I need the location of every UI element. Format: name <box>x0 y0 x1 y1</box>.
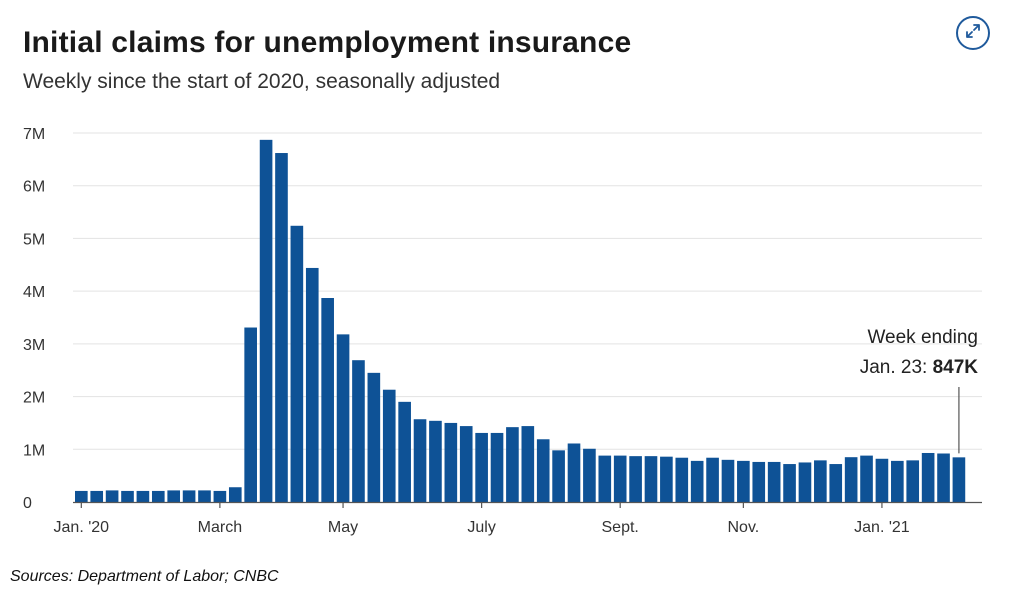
bar <box>536 439 550 502</box>
bar <box>105 490 119 502</box>
bar <box>521 426 535 502</box>
y-tick-label: 0 <box>23 495 32 512</box>
expand-arrows-icon <box>964 22 982 45</box>
bar <box>490 432 504 502</box>
bar <box>228 487 242 502</box>
bar <box>398 401 411 502</box>
source-note: Sources: Department of Labor; CNBC <box>10 568 279 585</box>
bar <box>352 360 365 502</box>
bar <box>952 457 966 502</box>
bar <box>906 460 920 502</box>
bar <box>305 267 319 502</box>
bar <box>783 464 796 502</box>
bar <box>721 459 735 502</box>
bar <box>937 453 950 502</box>
bar <box>413 419 427 502</box>
bar <box>275 153 288 502</box>
bar <box>767 461 781 502</box>
bar <box>752 461 766 502</box>
bar <box>814 460 827 502</box>
bar <box>244 327 257 502</box>
bar <box>90 490 104 502</box>
bar <box>121 490 134 502</box>
bar <box>367 372 381 502</box>
bar <box>675 457 689 502</box>
y-tick-label: 4M <box>23 284 45 301</box>
expand-button[interactable] <box>956 16 990 50</box>
bar <box>475 432 488 502</box>
y-tick-label: 1M <box>23 442 45 459</box>
bar <box>151 490 165 502</box>
bar <box>921 452 935 502</box>
latest-value-annotation: Week ending Jan. 23: 847K <box>860 327 979 454</box>
chart-title: Initial claims for unemployment insuranc… <box>23 26 632 59</box>
bar <box>875 458 889 502</box>
bar <box>829 464 843 502</box>
bar <box>860 455 873 502</box>
bar <box>382 389 396 502</box>
bar <box>506 427 519 502</box>
y-tick-label: 5M <box>23 231 45 248</box>
bar <box>198 490 211 502</box>
bar <box>182 490 196 502</box>
bar <box>598 455 612 502</box>
bar <box>644 456 658 502</box>
y-tick-label: 7M <box>23 126 45 143</box>
x-tick-label: March <box>198 519 242 536</box>
bar <box>321 298 334 502</box>
x-axis: Jan. '20 March May July Sept. Nov. Jan. '21 <box>54 501 982 536</box>
bar <box>459 426 473 502</box>
x-tick-label: July <box>467 519 495 536</box>
x-tick-label: Sept. <box>602 519 639 536</box>
bar <box>444 422 458 502</box>
chart-subtitle: Weekly since the start of 2020, seasonal… <box>23 70 501 93</box>
bar <box>690 460 704 502</box>
bar <box>75 490 88 502</box>
annotation-line1: Week ending <box>867 327 978 348</box>
bar <box>737 460 750 502</box>
bar <box>660 456 673 502</box>
x-tick-label: Jan. '21 <box>854 519 910 536</box>
bar <box>567 443 581 502</box>
bar <box>706 457 719 502</box>
annotation-prefix: Jan. 23: <box>860 357 933 378</box>
bar <box>583 448 596 502</box>
bar <box>629 456 642 502</box>
bar <box>891 460 904 502</box>
annotation-value: 847K <box>933 357 979 378</box>
y-tick-label: 3M <box>23 337 45 354</box>
x-tick-label: May <box>328 519 358 536</box>
bar <box>213 490 227 502</box>
bar <box>259 139 273 502</box>
bar <box>613 455 627 502</box>
bar-series <box>75 139 966 502</box>
bar <box>844 457 858 502</box>
bar <box>136 490 150 502</box>
bar <box>429 420 442 502</box>
x-tick-label: Jan. '20 <box>54 519 110 536</box>
bar <box>290 225 304 502</box>
bar-chart: 0 1M 2M 3M 4M 5M 6M 7M Jan. '20 March May July Sept… <box>23 126 982 536</box>
annotation-line2: Jan. 23: 847K <box>860 357 979 378</box>
bar <box>552 450 565 502</box>
x-tick-label: Nov. <box>728 519 760 536</box>
y-axis-labels: 0 1M 2M 3M 4M 5M 6M 7M <box>23 126 45 512</box>
grid-lines <box>73 132 982 450</box>
y-tick-label: 2M <box>23 390 45 407</box>
bar <box>167 490 181 502</box>
bar <box>798 462 812 502</box>
bar <box>336 334 350 502</box>
y-tick-label: 6M <box>23 179 45 196</box>
